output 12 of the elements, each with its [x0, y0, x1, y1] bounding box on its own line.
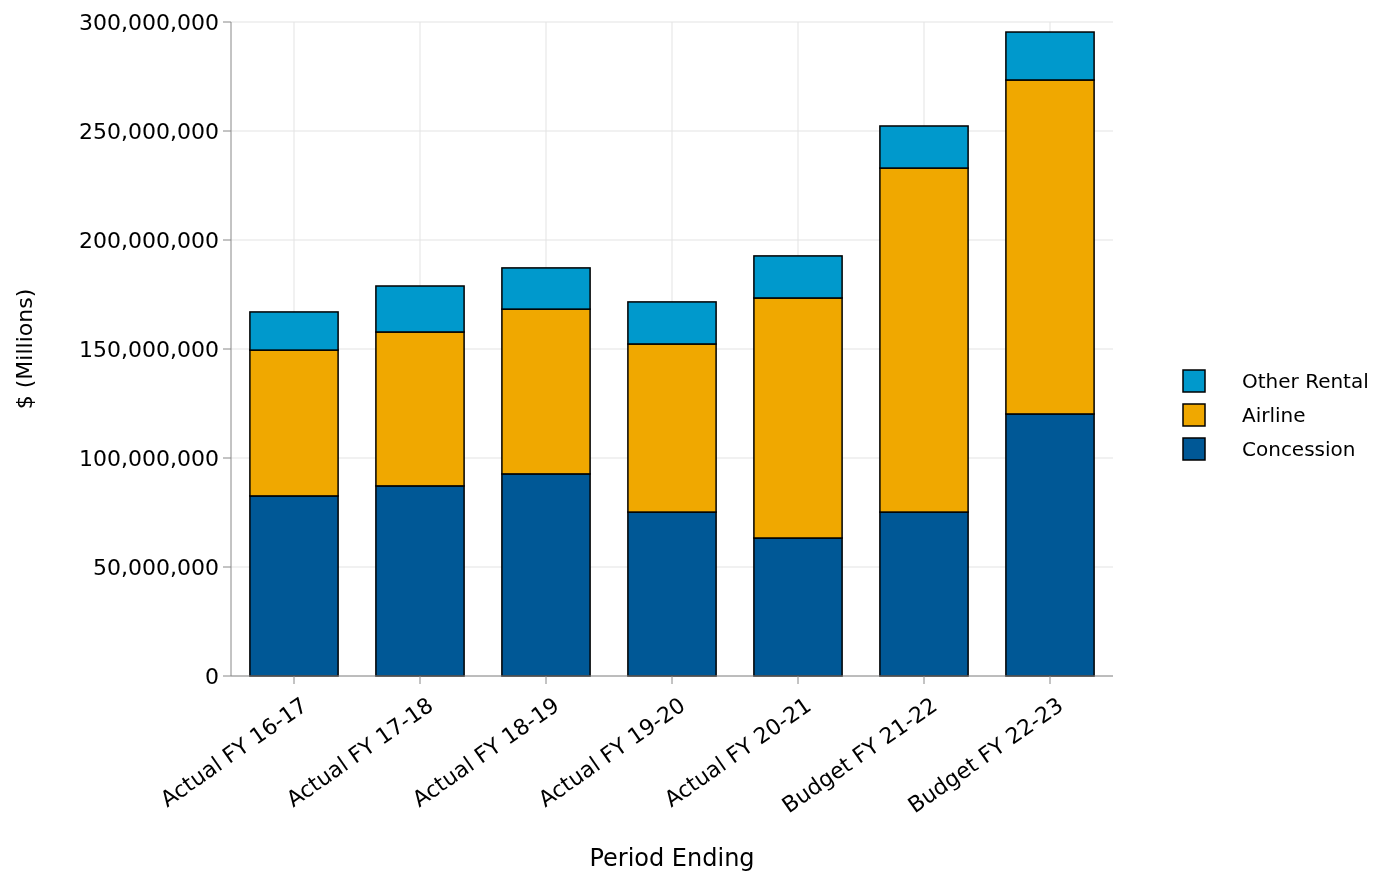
y-tick-label: 150,000,000: [79, 336, 219, 362]
y-axis-title: $ (Millions): [12, 288, 37, 410]
legend-label: Airline: [1242, 403, 1306, 427]
y-tick-label: 300,000,000: [79, 9, 219, 35]
y-tick-label: 100,000,000: [79, 445, 219, 471]
y-tick-label: 200,000,000: [79, 227, 219, 253]
x-axis-title: Period Ending: [589, 844, 755, 872]
legend-label: Other Rental: [1242, 369, 1369, 393]
legend-label: Concession: [1242, 437, 1356, 461]
y-tick-label: 50,000,000: [93, 554, 219, 580]
y-tick-label: 0: [205, 663, 219, 689]
y-tick-label: 250,000,000: [79, 118, 219, 144]
